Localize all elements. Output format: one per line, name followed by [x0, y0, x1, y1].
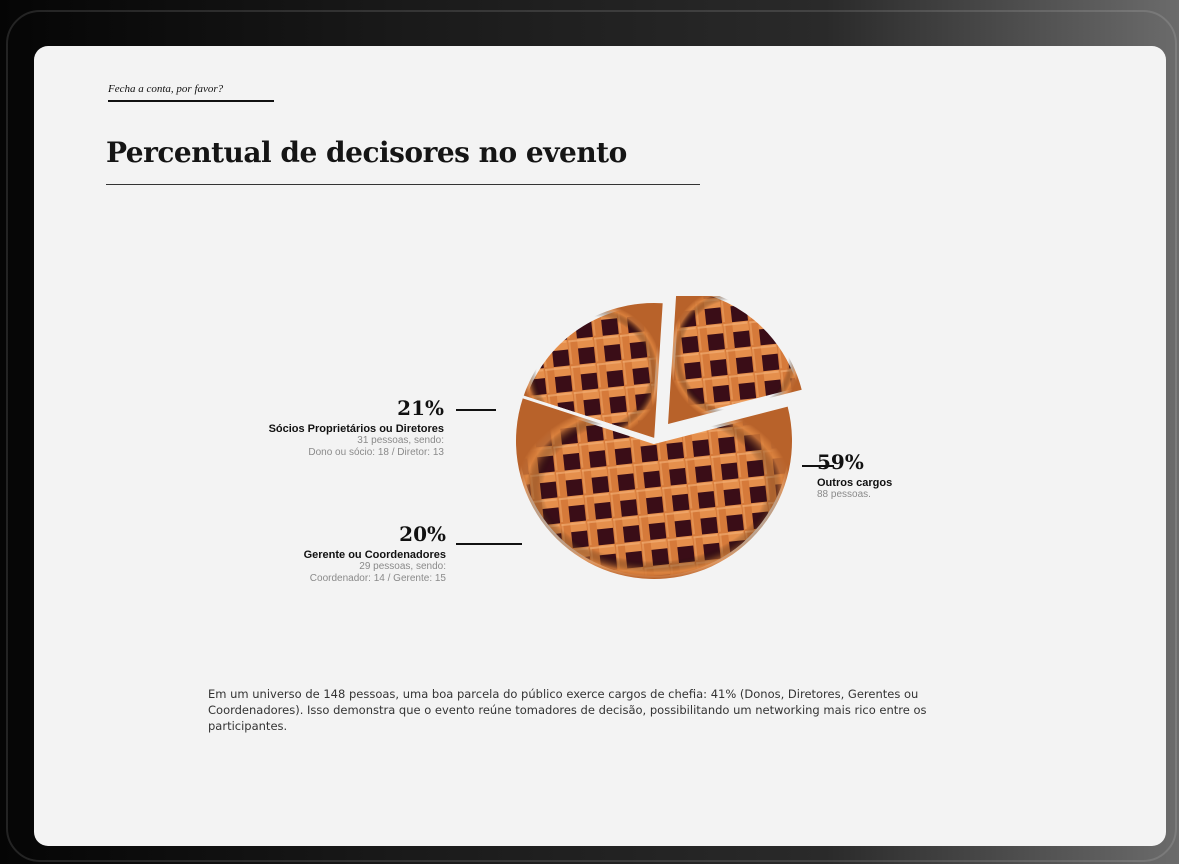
detail-socios-2: Dono ou sócio: 18 / Diretor: 13 — [308, 447, 444, 458]
label-outros: 59% Outros cargos 88 pessoas. — [817, 450, 1017, 501]
leader-outros — [802, 465, 834, 467]
detail-gerentes-1: 29 pessoas, sendo: — [359, 561, 446, 572]
pie-chart — [513, 296, 804, 582]
leader-socios — [456, 409, 496, 411]
name-socios: Sócios Proprietários ou Diretores — [268, 423, 444, 435]
summary-paragraph: Em um universo de 148 pessoas, uma boa p… — [208, 687, 927, 733]
leader-gerentes — [456, 543, 522, 545]
kicker-rule — [108, 100, 274, 102]
name-gerentes: Gerente ou Coordenadores — [303, 549, 446, 561]
detail-outros-1: 88 pessoas. — [817, 489, 871, 500]
title-rule — [106, 184, 700, 185]
page-title: Percentual de decisores no evento — [106, 136, 627, 169]
label-socios: 21% Sócios Proprietários ou Diretores 31… — [184, 396, 444, 459]
pct-outros: 59% — [817, 450, 864, 474]
pie-slice-crust-socios — [522, 303, 663, 441]
name-outros: Outros cargos — [817, 477, 893, 489]
slide: Fecha a conta, por favor? Percentual de … — [34, 46, 1166, 846]
pie-slice-crust-gerentes — [668, 296, 802, 425]
detail-gerentes-2: Coordenador: 14 / Gerente: 15 — [309, 573, 446, 584]
label-gerentes: 20% Gerente ou Coordenadores 29 pessoas,… — [184, 522, 446, 585]
pct-gerentes: 20% — [399, 522, 446, 546]
pct-socios: 21% — [397, 396, 444, 420]
pie-slice-crust-outros — [516, 398, 792, 579]
detail-socios-1: 31 pessoas, sendo: — [357, 435, 444, 446]
kicker-text: Fecha a conta, por favor? — [108, 83, 224, 95]
